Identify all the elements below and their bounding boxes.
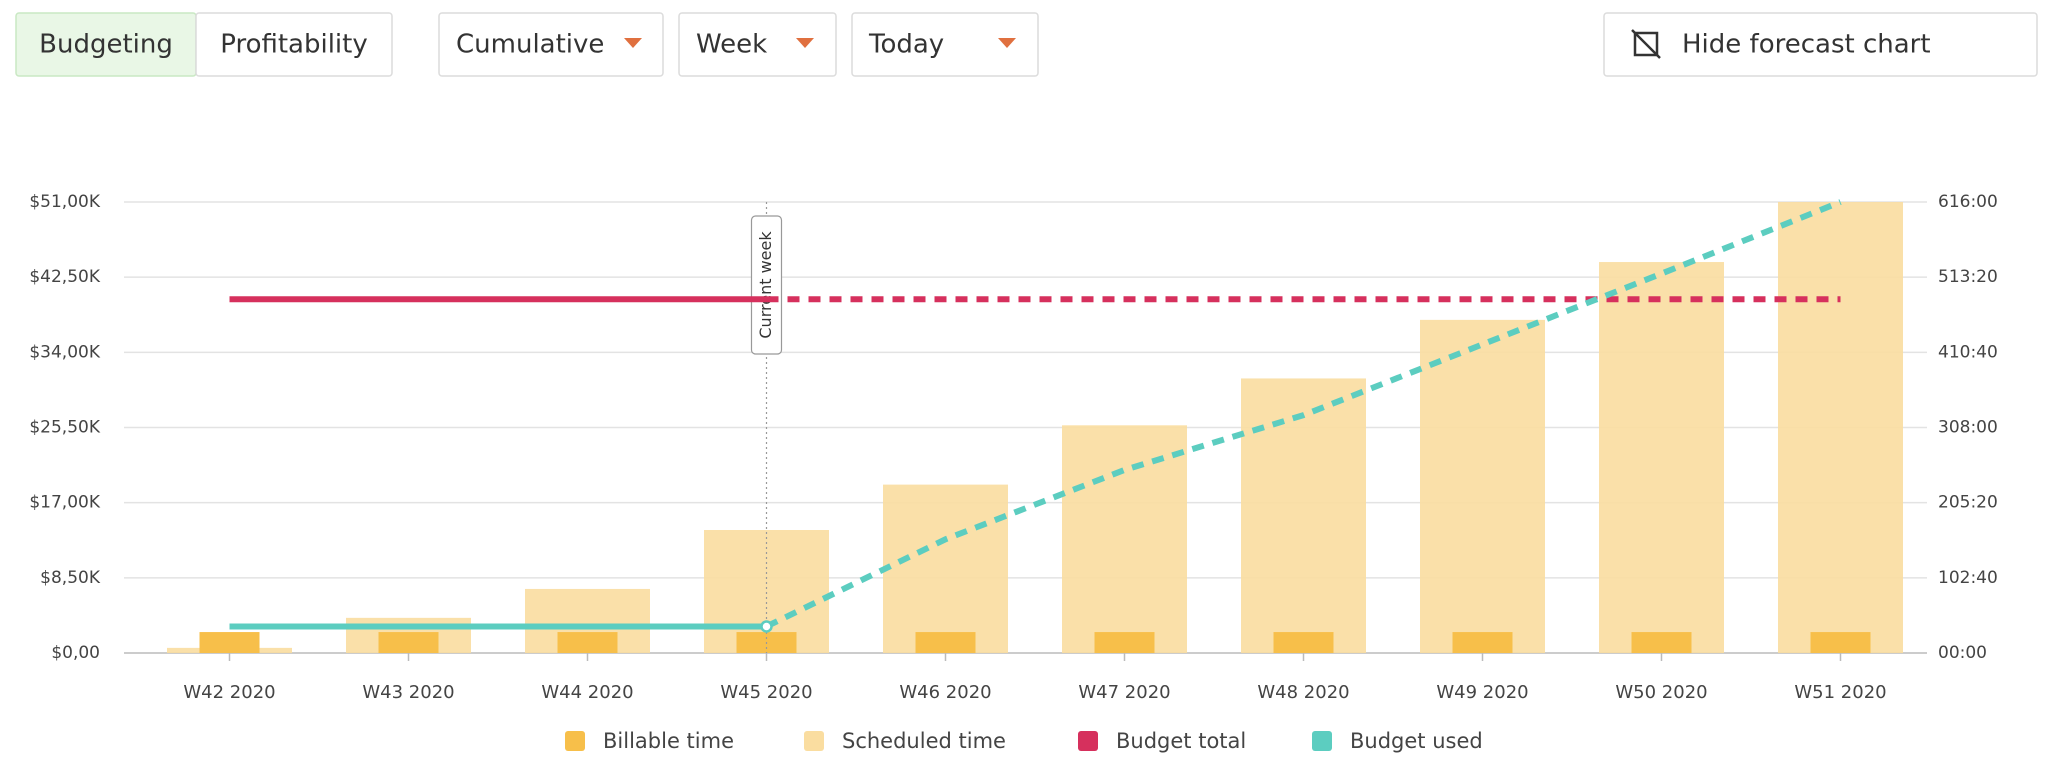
y2-tick-label: 102:40 bbox=[1938, 568, 1998, 588]
y-tick-label: $0,00 bbox=[51, 643, 100, 663]
y-tick-label: $51,00K bbox=[29, 192, 100, 212]
button-label[interactable]: Hide forecast chart bbox=[1682, 30, 1931, 60]
y2-tick-label: 00:00 bbox=[1938, 643, 1987, 663]
x-tick-label: W43 2020 bbox=[362, 682, 454, 703]
y-tick-label: $8,50K bbox=[40, 568, 101, 588]
x-tick-label: W44 2020 bbox=[541, 682, 633, 703]
dropdown-label[interactable]: Week bbox=[696, 30, 767, 60]
bar bbox=[199, 632, 260, 653]
bar bbox=[883, 484, 1008, 653]
bar bbox=[1094, 632, 1155, 653]
tab-label[interactable]: Budgeting bbox=[39, 30, 173, 60]
bar bbox=[1241, 378, 1366, 653]
dropdown[interactable] bbox=[851, 12, 1039, 77]
legend-swatch bbox=[565, 731, 585, 751]
legend-swatch bbox=[1312, 731, 1332, 751]
y-tick-label: $34,00K bbox=[29, 342, 100, 362]
annotation: Current week bbox=[756, 231, 775, 339]
current-point bbox=[760, 620, 773, 633]
x-tick-label: W46 2020 bbox=[899, 682, 991, 703]
bar bbox=[1810, 632, 1871, 653]
legend-label: Billable time bbox=[603, 729, 734, 753]
forecast-line bbox=[765, 199, 1842, 630]
dropdown[interactable] bbox=[678, 12, 837, 77]
tab-label[interactable]: Profitability bbox=[220, 30, 368, 60]
bar bbox=[1778, 202, 1903, 653]
legend-label: Scheduled time bbox=[842, 729, 1006, 753]
hide-forecast-button[interactable] bbox=[1603, 12, 2038, 77]
legend-swatch bbox=[1078, 731, 1098, 751]
bar bbox=[1420, 319, 1545, 653]
x-tick-label: W48 2020 bbox=[1257, 682, 1349, 703]
toolbar: Budgeting Profitability Cumulative Week … bbox=[15, 12, 2038, 77]
y-tick-label: $25,50K bbox=[29, 418, 100, 438]
bar bbox=[378, 632, 439, 653]
bar bbox=[1631, 632, 1692, 653]
x-tick-label: W49 2020 bbox=[1436, 682, 1528, 703]
x-tick-label: W47 2020 bbox=[1078, 682, 1170, 703]
bar bbox=[1599, 262, 1724, 653]
annotation-box bbox=[750, 215, 783, 355]
y2-tick-label: 616:00 bbox=[1938, 192, 1998, 212]
x-tick-label: W45 2020 bbox=[720, 682, 812, 703]
icon bbox=[1631, 29, 1661, 59]
x-tick-label: W50 2020 bbox=[1615, 682, 1707, 703]
caret bbox=[998, 38, 1016, 48]
tab-profitability[interactable] bbox=[195, 12, 393, 77]
bar bbox=[1273, 632, 1334, 653]
legend-label: Budget total bbox=[1116, 729, 1246, 753]
legend-label: Budget used bbox=[1350, 729, 1483, 753]
bar bbox=[1452, 632, 1513, 653]
y2-tick-label: 205:20 bbox=[1938, 493, 1998, 513]
bar bbox=[557, 632, 618, 653]
dropdown[interactable] bbox=[438, 12, 664, 77]
y-tick-label: $17,00K bbox=[29, 493, 100, 513]
legend-swatch bbox=[804, 731, 824, 751]
y-tick-label: $42,50K bbox=[29, 267, 100, 287]
dropdown-label[interactable]: Cumulative bbox=[456, 30, 604, 60]
x-tick-label: W42 2020 bbox=[183, 682, 275, 703]
bar bbox=[915, 632, 976, 653]
dropdown-label[interactable]: Today bbox=[868, 30, 944, 60]
x-tick-label: W51 2020 bbox=[1794, 682, 1886, 703]
caret bbox=[624, 38, 642, 48]
y2-tick-label: 513:20 bbox=[1938, 267, 1998, 287]
y2-tick-label: 308:00 bbox=[1938, 418, 1998, 438]
caret bbox=[796, 38, 814, 48]
bar bbox=[1062, 425, 1187, 653]
y2-tick-label: 410:40 bbox=[1938, 342, 1998, 362]
